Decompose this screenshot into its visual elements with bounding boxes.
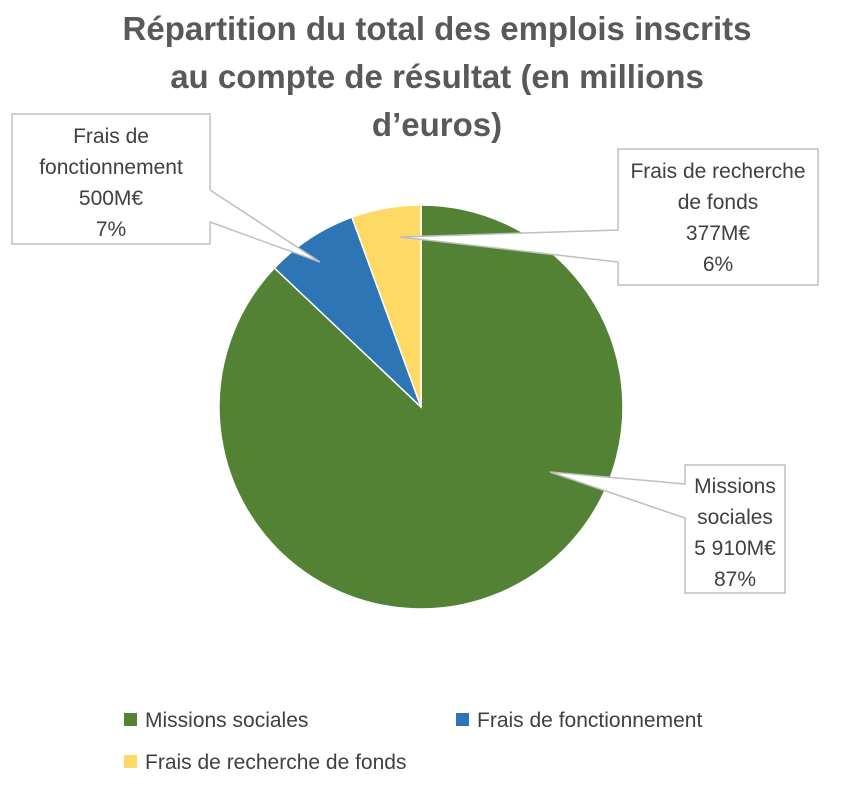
callout-frais-recherche-fonds-box [399,148,819,286]
callout-missions-sociales-line-1: Missions [694,475,776,498]
callout-missions-sociales-line-2: sociales [697,506,773,529]
pie-slice-frais-de-recherche-de-fonds [350,204,422,408]
callout-frais-recherche-fonds-percent: 6% [703,253,733,276]
legend-swatch-missions-sociales [124,713,137,726]
legend-label-missions-sociales: Missions sociales [145,709,308,732]
callout-frais-fonctionnement: Frais de fonctionnement 500M€ 7% [11,113,321,263]
callout-missions-sociales-box [549,464,786,594]
legend-swatch-frais-fonctionnement [456,713,469,726]
pie-slices [218,204,624,610]
callout-missions-sociales: Missions sociales 5 910M€ 87% [549,464,786,594]
chart-title-line-2: au compte de résultat (en millions [170,58,704,95]
callout-missions-sociales-percent: 87% [714,568,756,591]
chart-title: Répartition du total des emplois inscrit… [123,10,752,143]
legend-label-frais-recherche-fonds: Frais de recherche de fonds [145,751,406,774]
callout-frais-fonctionnement-box [11,113,321,263]
callout-frais-recherche-fonds: Frais de recherche de fonds 377M€ 6% [399,148,819,286]
callout-frais-fonctionnement-percent: 7% [96,218,126,241]
legend-swatch-frais-recherche-fonds [124,755,137,768]
legend: Missions sociales Frais de fonctionnemen… [124,709,702,774]
callout-frais-recherche-fonds-value: 377M€ [686,222,751,245]
callout-frais-fonctionnement-line-1: Frais de [73,125,149,148]
callout-frais-recherche-fonds-line-2: de fonds [678,191,759,214]
chart-title-line-3: d’euros) [372,106,502,143]
callout-frais-fonctionnement-value: 500M€ [79,187,144,210]
callout-missions-sociales-value: 5 910M€ [694,537,776,560]
callout-frais-fonctionnement-line-2: fonctionnement [39,156,183,179]
callout-frais-recherche-fonds-line-1: Frais de recherche [630,160,805,183]
chart-title-line-1: Répartition du total des emplois inscrit… [123,10,752,47]
legend-label-frais-fonctionnement: Frais de fonctionnement [477,709,702,732]
